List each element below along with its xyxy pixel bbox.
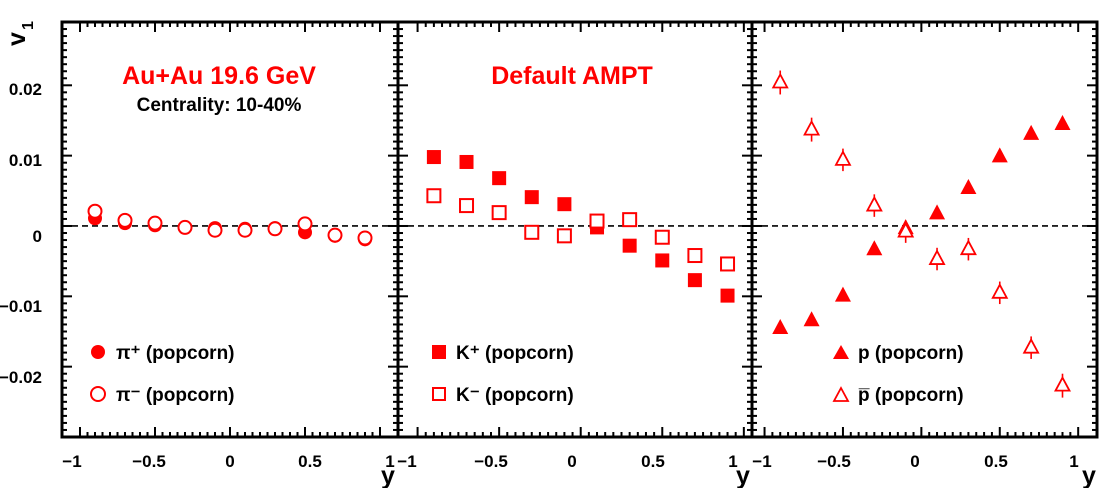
legend-marker xyxy=(432,387,446,401)
y-tick-label: 0.02 xyxy=(9,80,42,99)
data-point xyxy=(459,154,474,169)
data-point xyxy=(803,311,820,327)
legend: π⁺ (popcorn) π⁻ (popcorn) xyxy=(90,343,235,406)
x-tick-label: −0.5 xyxy=(474,452,508,471)
x-tick-label: −1 xyxy=(752,452,771,471)
data-point xyxy=(557,197,572,212)
y-tick-label: −0.01 xyxy=(0,297,42,316)
legend-label: p̅ (popcorn) xyxy=(858,385,964,406)
data-point xyxy=(834,286,851,302)
x-tick-label: 0 xyxy=(225,452,234,471)
data-point xyxy=(327,227,343,243)
x-axis-label: y xyxy=(736,462,750,488)
data-point xyxy=(524,224,540,240)
data-point xyxy=(720,256,736,272)
data-point xyxy=(147,215,163,231)
data-point xyxy=(687,273,702,288)
x-axis-label: y xyxy=(1082,462,1096,488)
data-point xyxy=(866,240,883,256)
data-point xyxy=(897,221,915,238)
data-point xyxy=(834,149,852,166)
data-point xyxy=(803,119,821,136)
legend-label: K⁻ (popcorn) xyxy=(456,385,574,406)
legend: p (popcorn) p̅ (popcorn) xyxy=(832,343,964,406)
x-tick-label: 1 xyxy=(385,452,394,471)
legend: K⁺ (popcorn) K⁻ (popcorn) xyxy=(432,343,574,406)
panel-frame xyxy=(750,20,1099,439)
data-point xyxy=(589,213,605,229)
data-point xyxy=(655,253,670,268)
x-tick-label: 0.5 xyxy=(641,452,665,471)
y-axis-label-subscript: 1 xyxy=(20,21,37,30)
data-point xyxy=(1023,124,1040,140)
data-point xyxy=(87,203,103,219)
x-tick-label: 0.5 xyxy=(984,452,1008,471)
data-point xyxy=(929,204,946,220)
legend-label: p (popcorn) xyxy=(858,343,964,364)
data-point xyxy=(117,212,133,228)
y-axis-label: v xyxy=(3,32,31,46)
legend-marker xyxy=(832,386,850,402)
x-tick-label: −0.5 xyxy=(817,452,851,471)
data-point xyxy=(459,198,475,214)
y-tick-label: 0 xyxy=(33,227,42,246)
data-point xyxy=(928,249,946,265)
data-point xyxy=(556,228,572,244)
y-tick-label: 0.01 xyxy=(9,151,42,170)
panel-title: Au+Au 19.6 GeV xyxy=(122,62,316,90)
x-tick-label: −1 xyxy=(62,452,81,471)
x-tick-label: 0 xyxy=(567,452,576,471)
data-point xyxy=(177,219,193,235)
data-point xyxy=(1053,375,1072,392)
legend-marker xyxy=(91,345,105,359)
legend-marker xyxy=(432,345,446,359)
legend-label: π⁺ (popcorn) xyxy=(116,343,235,364)
x-tick-label: 0.5 xyxy=(298,452,322,471)
data-point xyxy=(426,150,441,165)
data-point xyxy=(491,205,507,221)
data-point xyxy=(622,212,638,228)
data-point xyxy=(991,147,1008,163)
data-point xyxy=(622,238,637,253)
legend-label: π⁻ (popcorn) xyxy=(116,385,235,406)
panel-title: Default AMPT xyxy=(491,62,653,90)
data-point xyxy=(865,195,883,212)
data-point xyxy=(991,282,1009,299)
data-point xyxy=(720,288,735,303)
legend-label: K⁺ (popcorn) xyxy=(456,343,574,364)
data-point xyxy=(772,318,789,334)
data-point xyxy=(426,188,442,204)
x-axis-label: y xyxy=(381,462,395,488)
data-point xyxy=(267,221,283,237)
data-point xyxy=(959,239,977,256)
x-tick-label: −1 xyxy=(397,452,416,471)
data-point xyxy=(207,222,223,238)
legend-marker xyxy=(90,386,106,402)
x-tick-label: −0.5 xyxy=(132,452,166,471)
data-point xyxy=(654,229,670,245)
data-point xyxy=(297,216,313,232)
data-point xyxy=(357,230,373,246)
data-point xyxy=(687,248,703,264)
x-tick-label: 1 xyxy=(728,452,737,471)
data-point xyxy=(237,222,253,238)
x-tick-label: 0 xyxy=(910,452,919,471)
data-point xyxy=(492,171,507,186)
panel-subtitle: Centrality: 10-40% xyxy=(137,95,302,116)
data-point xyxy=(524,190,539,205)
y-tick-label: −0.02 xyxy=(0,368,42,387)
data-point xyxy=(960,179,977,194)
data-point xyxy=(771,72,789,89)
x-tick-label: 1 xyxy=(1069,452,1078,471)
data-point xyxy=(1054,114,1071,130)
y-axis-title: v 1 xyxy=(3,21,37,46)
data-point xyxy=(1022,337,1040,354)
legend-marker xyxy=(833,345,849,359)
